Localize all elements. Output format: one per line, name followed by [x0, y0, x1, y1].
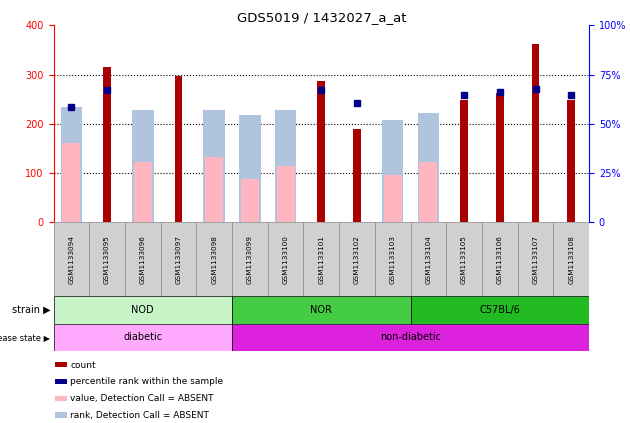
- Text: GSM1133098: GSM1133098: [211, 235, 217, 283]
- Bar: [567, 100, 575, 222]
- Bar: [232, 222, 268, 296]
- Text: count: count: [71, 360, 96, 370]
- Text: C57BL/6: C57BL/6: [479, 305, 520, 315]
- Bar: [532, 44, 539, 222]
- Bar: [411, 222, 446, 296]
- Text: GSM1133102: GSM1133102: [354, 235, 360, 283]
- Bar: [55, 396, 67, 401]
- Text: GSM1133095: GSM1133095: [104, 235, 110, 283]
- Bar: [353, 129, 361, 222]
- Bar: [518, 222, 553, 296]
- Bar: [304, 222, 339, 296]
- Bar: [197, 222, 232, 296]
- Bar: [55, 412, 67, 418]
- Bar: [55, 362, 67, 367]
- Text: GSM1133103: GSM1133103: [390, 235, 396, 283]
- Bar: [60, 107, 82, 222]
- Text: GSM1133100: GSM1133100: [283, 235, 289, 283]
- Bar: [553, 222, 589, 296]
- Text: GSM1133099: GSM1133099: [247, 235, 253, 283]
- Bar: [132, 110, 154, 222]
- Text: GSM1133104: GSM1133104: [425, 235, 432, 283]
- Bar: [275, 110, 296, 222]
- Bar: [496, 93, 504, 222]
- Bar: [384, 175, 402, 222]
- Text: diabetic: diabetic: [123, 332, 163, 342]
- Text: GSM1133107: GSM1133107: [532, 235, 539, 283]
- Bar: [175, 76, 183, 222]
- Bar: [125, 222, 161, 296]
- Text: rank, Detection Call = ABSENT: rank, Detection Call = ABSENT: [71, 411, 209, 420]
- Bar: [54, 222, 89, 296]
- Text: GSM1133106: GSM1133106: [497, 235, 503, 283]
- Bar: [203, 110, 225, 222]
- Bar: [411, 296, 589, 324]
- Bar: [205, 157, 223, 222]
- Text: GSM1133105: GSM1133105: [461, 235, 467, 283]
- Text: disease state ▶: disease state ▶: [0, 333, 50, 342]
- Bar: [134, 162, 152, 222]
- Bar: [339, 222, 375, 296]
- Bar: [375, 222, 411, 296]
- Text: GSM1133094: GSM1133094: [69, 235, 74, 283]
- Bar: [89, 222, 125, 296]
- Bar: [232, 296, 411, 324]
- Text: strain ▶: strain ▶: [12, 305, 50, 315]
- Bar: [62, 143, 81, 222]
- Text: NOR: NOR: [311, 305, 332, 315]
- Title: GDS5019 / 1432027_a_at: GDS5019 / 1432027_a_at: [236, 11, 406, 24]
- Text: GSM1133097: GSM1133097: [176, 235, 181, 283]
- Bar: [318, 81, 325, 222]
- Bar: [232, 324, 589, 351]
- Bar: [382, 120, 403, 222]
- Bar: [277, 165, 295, 222]
- Text: non-diabetic: non-diabetic: [380, 332, 441, 342]
- Bar: [239, 115, 261, 222]
- Bar: [55, 379, 67, 384]
- Bar: [54, 296, 232, 324]
- Bar: [460, 100, 468, 222]
- Text: NOD: NOD: [132, 305, 154, 315]
- Bar: [241, 179, 259, 222]
- Bar: [446, 222, 482, 296]
- Bar: [54, 324, 232, 351]
- Bar: [161, 222, 197, 296]
- Bar: [420, 162, 437, 222]
- Bar: [268, 222, 304, 296]
- Text: percentile rank within the sample: percentile rank within the sample: [71, 377, 224, 386]
- Text: GSM1133096: GSM1133096: [140, 235, 146, 283]
- Text: GSM1133108: GSM1133108: [568, 235, 574, 283]
- Text: value, Detection Call = ABSENT: value, Detection Call = ABSENT: [71, 394, 214, 403]
- Bar: [103, 67, 111, 222]
- Bar: [418, 113, 439, 222]
- Bar: [482, 222, 518, 296]
- Text: GSM1133101: GSM1133101: [318, 235, 324, 283]
